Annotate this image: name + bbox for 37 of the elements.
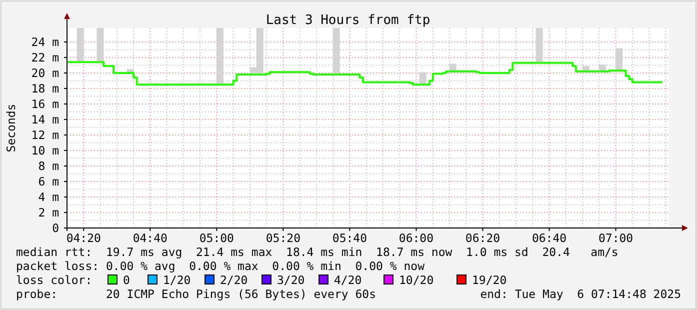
- y-tick-label: 22 m: [31, 50, 60, 64]
- y-tick-label: 8 m: [38, 159, 60, 174]
- y-tick-label: 2 m: [38, 206, 60, 220]
- x-tick-label: 06:40: [532, 231, 567, 245]
- legend-label: 2/20: [220, 273, 248, 287]
- legend-label: 10/20: [399, 273, 434, 287]
- x-tick-label: 06:20: [465, 231, 500, 245]
- x-tick-label: 04:20: [66, 231, 102, 245]
- legend-label: 0: [123, 273, 130, 287]
- y-tick-label: 12 m: [31, 128, 60, 142]
- legend-label: 3/20: [277, 273, 305, 287]
- y-tick-label: 14 m: [31, 112, 60, 126]
- y-tick-label: 10 m: [31, 144, 60, 158]
- legend-label: 1/20: [163, 273, 191, 287]
- legend-label: 4/20: [334, 273, 362, 287]
- y-tick-label: 18 m: [31, 81, 60, 96]
- legend-title: loss color:: [16, 273, 92, 287]
- legend-label: 19/20: [472, 273, 507, 287]
- text: probe: 20 ICMP Echo Pings (56 Bytes) every 60s: [16, 287, 376, 301]
- x-tick-label: 06:00: [398, 231, 434, 245]
- text: packet loss: 0.00 % avg 0.00 % max 0.00 % min 0.00 % now: [16, 259, 425, 273]
- y-tick-label: 4 m: [38, 190, 60, 204]
- x-tick-label: 05:40: [332, 231, 368, 245]
- text: end: Tue May 6 07:14:48 2025: [480, 287, 681, 301]
- y-tick-label: 6 m: [38, 174, 60, 189]
- y-axis-title: Seconds: [4, 104, 18, 152]
- y-tick-label: 20 m: [31, 66, 60, 80]
- y-tick-label: 0: [52, 221, 60, 236]
- x-tick-label: 05:20: [266, 231, 301, 245]
- text: median rtt: 19.7 ms avg 21.4 ms max 18.4 ms min 18.7 ms now 1.0 ms sd 20.4 am/s: [16, 245, 618, 259]
- y-tick-label: 24 m: [31, 34, 60, 49]
- y-tick-label: 16 m: [31, 96, 60, 111]
- chart-title: Last 3 Hours from ftp: [266, 13, 430, 28]
- bar: [96, 28, 104, 62]
- x-tick-label: 04:40: [132, 231, 168, 245]
- x-tick-label: 07:00: [598, 231, 634, 245]
- x-tick-label: 05:00: [199, 231, 234, 245]
